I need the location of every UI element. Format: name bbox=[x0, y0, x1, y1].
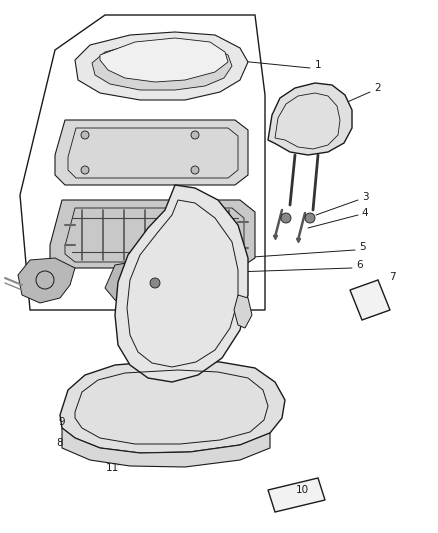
Polygon shape bbox=[268, 478, 325, 512]
Text: 8: 8 bbox=[57, 438, 64, 448]
Text: 10: 10 bbox=[296, 485, 308, 495]
Circle shape bbox=[81, 166, 89, 174]
FancyBboxPatch shape bbox=[146, 270, 188, 296]
Polygon shape bbox=[50, 200, 255, 268]
Circle shape bbox=[305, 213, 315, 223]
Polygon shape bbox=[350, 280, 390, 320]
Polygon shape bbox=[60, 360, 285, 453]
Text: 7: 7 bbox=[389, 272, 396, 282]
Polygon shape bbox=[55, 120, 248, 185]
Text: 3: 3 bbox=[362, 192, 368, 202]
Polygon shape bbox=[75, 32, 248, 100]
Text: 2: 2 bbox=[374, 83, 381, 93]
Polygon shape bbox=[62, 428, 270, 467]
Text: 9: 9 bbox=[59, 417, 65, 427]
Text: 6: 6 bbox=[357, 260, 363, 270]
Text: 5: 5 bbox=[359, 242, 365, 252]
Polygon shape bbox=[115, 185, 248, 382]
Circle shape bbox=[81, 131, 89, 139]
Polygon shape bbox=[18, 258, 75, 303]
Polygon shape bbox=[268, 83, 352, 155]
Polygon shape bbox=[234, 295, 252, 328]
Circle shape bbox=[281, 213, 291, 223]
Polygon shape bbox=[100, 38, 228, 82]
Text: 4: 4 bbox=[362, 208, 368, 218]
Circle shape bbox=[150, 278, 160, 288]
Text: 1: 1 bbox=[314, 60, 321, 70]
Circle shape bbox=[191, 131, 199, 139]
Polygon shape bbox=[92, 42, 232, 90]
Polygon shape bbox=[105, 258, 200, 308]
Text: 11: 11 bbox=[106, 463, 119, 473]
Circle shape bbox=[191, 166, 199, 174]
